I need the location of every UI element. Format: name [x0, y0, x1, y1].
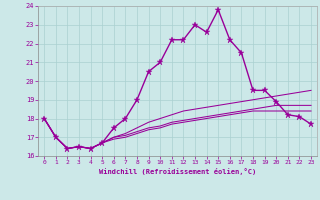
X-axis label: Windchill (Refroidissement éolien,°C): Windchill (Refroidissement éolien,°C) — [99, 168, 256, 175]
